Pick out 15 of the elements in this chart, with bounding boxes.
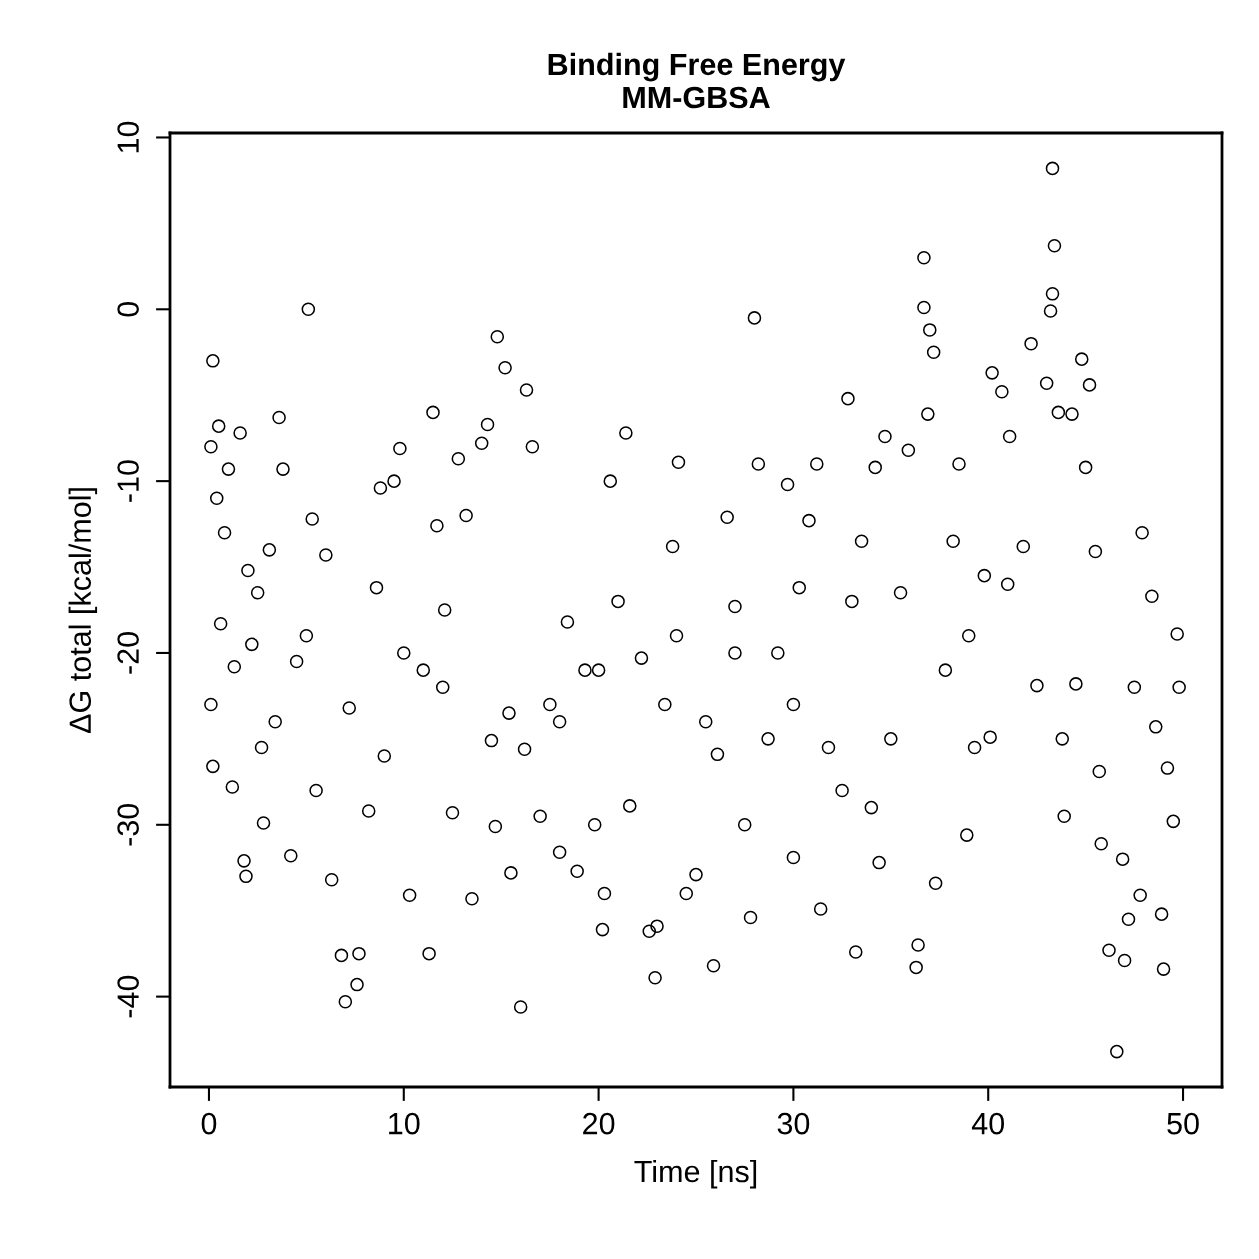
y-tick-label: -20 (117, 632, 139, 674)
y-tick-label: -40 (117, 975, 139, 1018)
y-tick-label: -30 (117, 803, 139, 846)
x-tick-label: 50 (1167, 1112, 1199, 1135)
x-tick-label: 30 (777, 1112, 810, 1135)
x-axis-title: Time [ns] (634, 1159, 757, 1189)
x-tick-label: 0 (201, 1112, 217, 1135)
x-tick-label: 10 (389, 1112, 420, 1135)
y-tick-label: 0 (117, 302, 139, 317)
y-tick-label: -10 (117, 460, 139, 502)
x-tick-label: 40 (971, 1112, 1005, 1135)
y-axis-title: ΔG total [kcal/mol] (68, 488, 98, 734)
y-tick-label: 10 (117, 121, 139, 153)
x-tick-label: 20 (583, 1112, 615, 1135)
chart-title: Binding Free Energy MM-GBSA (548, 52, 846, 109)
